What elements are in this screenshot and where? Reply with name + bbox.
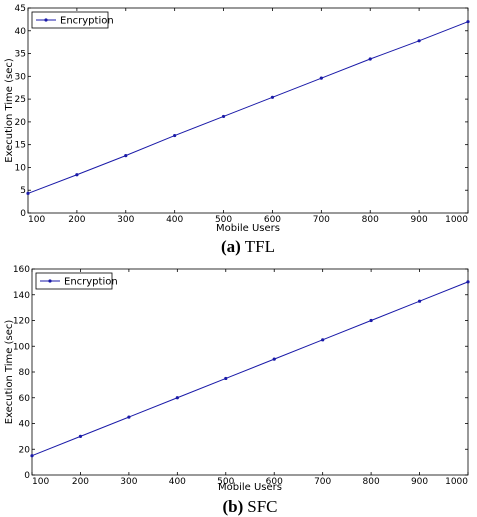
legend-label: Encryption: [60, 16, 114, 27]
x-tick-label: 900: [411, 477, 428, 487]
x-tick-label: 600: [266, 477, 283, 487]
figure-caption: (a) TFL: [221, 237, 275, 256]
legend-box: [31, 11, 109, 29]
x-axis-label: Mobile Users: [218, 482, 282, 493]
x-tick-label: 400: [169, 477, 186, 487]
y-axis-label: Execution Time (sec): [4, 320, 15, 425]
legend: Encryption: [35, 272, 118, 290]
y-tick-label: 25: [15, 95, 26, 105]
x-tick-label: 800: [363, 477, 380, 487]
x-tick-label: 800: [362, 215, 379, 225]
y-tick-label: 5: [20, 186, 26, 196]
chart-panel-2: 100 200 300 400 500 600 700 800 900 1000 0 20 40 60 80…: [4, 265, 470, 516]
data-point: [369, 318, 373, 323]
y-tick-label: 80: [19, 368, 31, 378]
y-tick-label: 40: [15, 27, 27, 37]
data-point: [78, 434, 83, 438]
x-tick-label: 700: [313, 215, 330, 225]
data-point: [417, 299, 422, 303]
legend: Encryption: [31, 11, 114, 29]
data-point: [417, 39, 421, 43]
legend-label: Encryption: [64, 277, 118, 288]
x-tick-label: 400: [166, 215, 183, 225]
x-tick-label: 200: [72, 477, 89, 487]
caption-letter: (a): [221, 237, 241, 256]
x-tick-label: 500: [215, 215, 232, 225]
y-tick-label: 0: [24, 471, 30, 481]
data-point: [319, 76, 323, 80]
chart-panel-1: 100 200 300 400 500 600 700 800 900 1000 0 5 10 15 20 2…: [4, 4, 470, 256]
y-tick-label: 0: [20, 209, 26, 219]
data-point: [270, 95, 275, 99]
x-tick-label: 300: [120, 477, 137, 487]
data-point: [466, 20, 470, 24]
x-tick-label: 1000: [445, 477, 468, 487]
y-tick-label: 120: [13, 317, 30, 327]
x-tick-label: 1000: [445, 215, 468, 225]
data-point: [127, 415, 131, 419]
y-tick-label: 10: [15, 163, 27, 173]
series-line-encryption: [31, 281, 469, 457]
data-point: [26, 191, 30, 196]
x-tick-label: 600: [264, 215, 281, 225]
x-tick-label: 900: [411, 215, 428, 225]
caption-name: TFL: [245, 237, 275, 256]
x-axis-label: Mobile Users: [216, 223, 280, 234]
legend-marker: [48, 279, 52, 283]
y-tick-label: 15: [15, 141, 26, 151]
data-point: [124, 154, 128, 158]
y-tick-label: 40: [19, 420, 31, 430]
data-point: [224, 376, 228, 381]
y-tick-label: 30: [15, 72, 27, 82]
data-point: [466, 280, 470, 284]
caption-letter: (b): [222, 497, 243, 516]
legend-marker: [44, 18, 48, 22]
y-tick-label: 60: [19, 394, 31, 404]
y-axis-label: Execution Time (sec): [4, 58, 15, 163]
data-point: [368, 57, 372, 61]
y-tick-label: 20: [15, 118, 27, 128]
y-tick-label: 160: [13, 265, 30, 275]
data-point: [173, 133, 177, 138]
x-tick-label: 100: [32, 477, 49, 487]
y-tick-label: 35: [15, 50, 26, 60]
y-tick-label: 140: [13, 291, 30, 301]
plot-frame: [31, 268, 469, 476]
y-tick-label: 45: [15, 4, 26, 14]
series-line-encryption: [27, 21, 469, 194]
caption-name: SFC: [247, 497, 277, 516]
figure-caption: (b) SFC: [222, 497, 277, 516]
data-point: [221, 114, 226, 119]
y-tick-label: 20: [19, 445, 31, 455]
data-point: [30, 454, 34, 458]
data-point: [175, 396, 179, 400]
plot-frame: [27, 7, 469, 214]
data-point: [75, 173, 79, 177]
x-tick-label: 100: [28, 215, 45, 225]
x-tick-label: 200: [68, 215, 85, 225]
y-tick-label: 100: [13, 342, 30, 352]
legend-box: [35, 272, 113, 290]
data-point: [272, 357, 276, 361]
x-tick-label: 500: [217, 477, 234, 487]
x-tick-label: 300: [117, 215, 134, 225]
data-point: [321, 338, 325, 342]
x-tick-label: 700: [314, 477, 331, 487]
